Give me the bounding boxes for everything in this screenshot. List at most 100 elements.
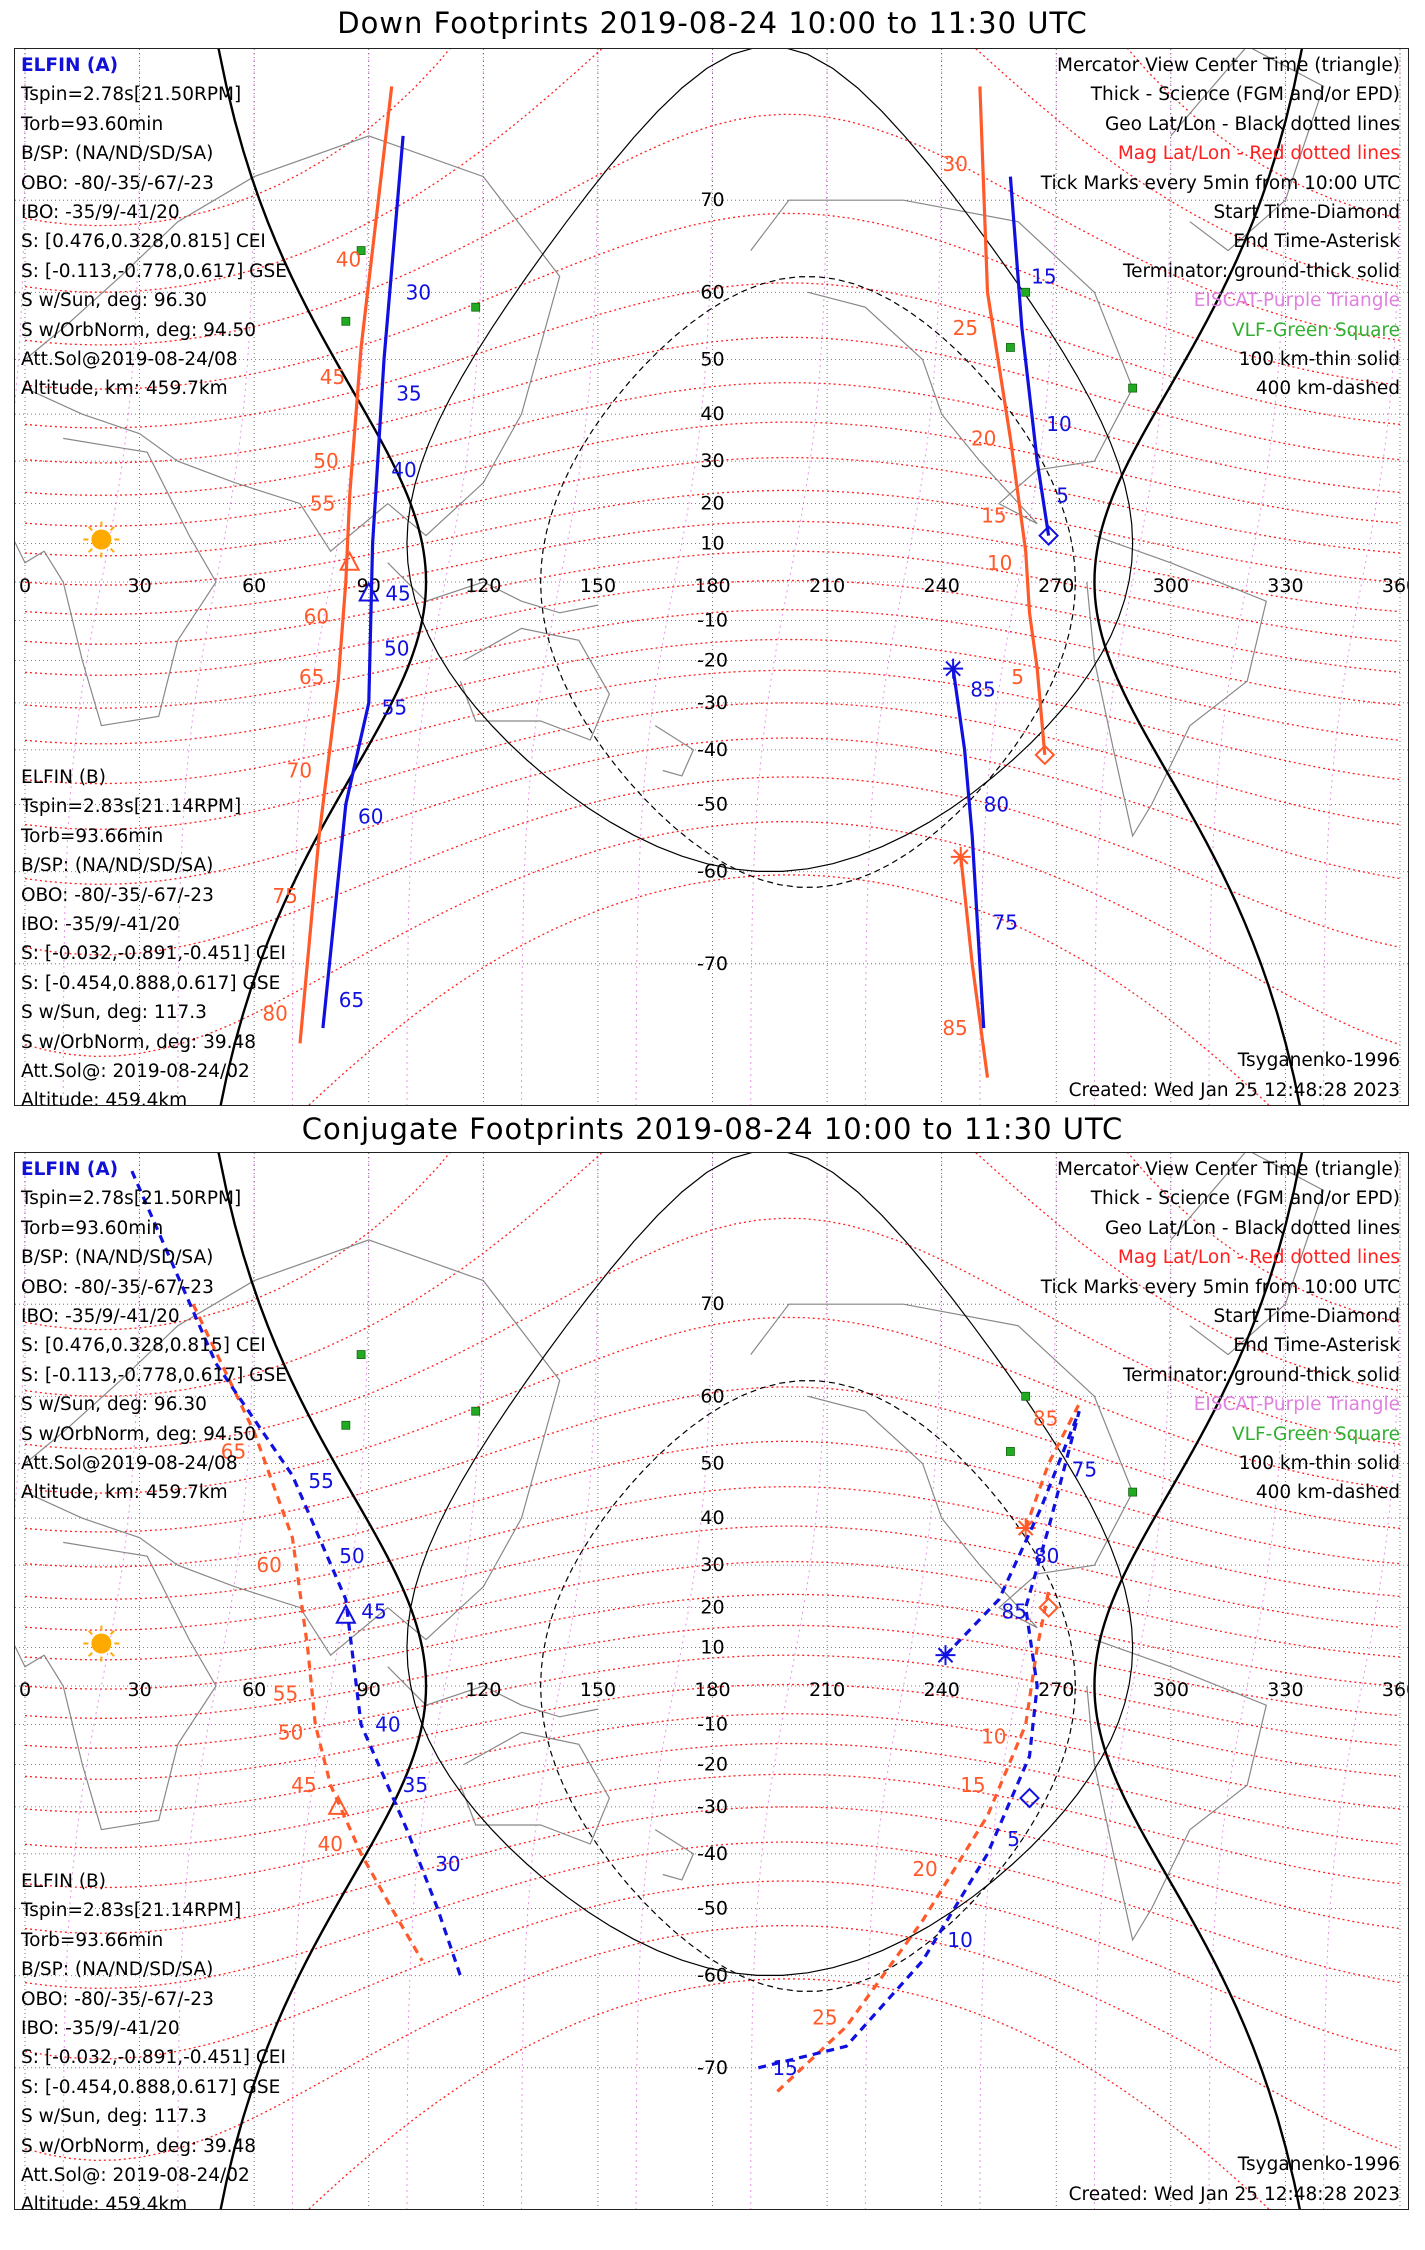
elfin-a-param: S w/Sun, deg: 96.30 — [21, 1394, 207, 1416]
created-label: Created: Wed Jan 25 12:48:28 2023 — [1068, 2184, 1400, 2205]
sun-ray — [87, 547, 93, 553]
elfin-a-param: Torb=93.60min — [21, 1217, 164, 1239]
sun-ray — [87, 1630, 93, 1636]
elfin-b-param: S w/OrbNorm, deg: 39.48 — [21, 2135, 257, 2157]
lat-label: -30 — [697, 1796, 728, 1818]
track-tick-label: 10 — [1046, 412, 1071, 436]
track-tick-label: 55 — [310, 492, 335, 516]
elfin-b-param: IBO: -35/9/-41/20 — [21, 2018, 180, 2040]
mag-lat-line — [24, 1624, 1401, 1719]
mag-lat-line — [24, 456, 1401, 557]
legend-entry: VLF-Green Square — [1232, 319, 1400, 341]
track-tick-label: 60 — [304, 605, 329, 629]
lat-label: -10 — [697, 1714, 728, 1736]
elfin-a-param: S: [-0.113,-0.778,0.617] GSE — [21, 260, 287, 282]
mag-lat-line — [24, 113, 1401, 346]
coastline — [15, 437, 217, 727]
lon-label: 300 — [1153, 1679, 1189, 1701]
mag-lat-line — [24, 820, 1401, 1058]
lon-label: 90 — [357, 575, 381, 597]
lon-label: 60 — [242, 1679, 266, 1701]
elfin-a-param: Altitude, km: 459.7km — [21, 1482, 228, 1504]
mag-lat-line — [24, 1386, 1401, 1533]
panel-title: Down Footprints 2019-08-24 10:00 to 11:3… — [337, 6, 1088, 40]
coastline — [387, 1666, 599, 1718]
lon-label: 210 — [809, 1679, 845, 1701]
elfin-b-param: S w/OrbNorm, deg: 39.48 — [21, 1031, 257, 1053]
coastline — [459, 627, 611, 741]
track-tick-label: 40 — [375, 1713, 400, 1737]
vlf-station-marker — [1006, 343, 1015, 352]
track-tick-label: 65 — [299, 665, 324, 689]
lat-label: 50 — [700, 349, 724, 371]
track-tick-label: 5 — [1011, 665, 1024, 689]
lon-label: 240 — [924, 575, 960, 597]
lon-label: 180 — [694, 575, 730, 597]
panel-title: Conjugate Footprints 2019-08-24 10:00 to… — [301, 1112, 1124, 1146]
track-tick-label: 15 — [981, 504, 1006, 528]
sun-ray — [87, 526, 93, 532]
elfin-a-label: ELFIN (A) — [21, 55, 119, 76]
lat-label: -40 — [697, 739, 728, 761]
sun-ray — [87, 1651, 93, 1657]
sun-icon — [91, 529, 112, 550]
elfin-a-track — [321, 135, 405, 1029]
elfin-b-param: S w/Sun, deg: 117.3 — [21, 2106, 207, 2128]
lat-label: 10 — [700, 532, 724, 554]
elfin-a-param: IBO: -35/9/-41/20 — [21, 202, 180, 224]
created-label: Created: Wed Jan 25 12:48:28 2023 — [1068, 1080, 1400, 1101]
elfin-a-param: Tspin=2.78s[21.50RPM] — [21, 1188, 242, 1210]
elfin-b-param: S: [-0.454,0.888,0.617] GSE — [21, 972, 281, 994]
coastline — [24, 135, 561, 553]
elfin-a-track — [944, 1410, 1081, 1657]
mag-lat-line — [24, 1713, 1401, 1813]
legend-entry: Geo Lat/Lon - Black dotted lines — [1104, 1217, 1400, 1239]
lat-label: 10 — [700, 1636, 724, 1658]
elfin-b-label: ELFIN (B) — [21, 1871, 106, 1892]
lon-label: 330 — [1267, 575, 1303, 597]
track-tick-label: 65 — [339, 988, 364, 1012]
legend-entry: EISCAT-Purple Triangle — [1193, 290, 1400, 312]
legend-entry: End Time-Asterisk — [1233, 231, 1400, 253]
legend-entry: VLF-Green Square — [1232, 1423, 1400, 1445]
track-tick-label: 60 — [256, 1553, 281, 1577]
legend-entry: Terminator: ground-thick solid — [1122, 1364, 1400, 1386]
elfin-a-param: S w/Sun, deg: 96.30 — [21, 290, 207, 312]
mag-lat-line — [24, 282, 1401, 429]
terminator-line — [1093, 49, 1304, 1105]
track-tick-label: 40 — [318, 1832, 343, 1856]
coastline — [654, 725, 695, 777]
elfin-a-track — [951, 668, 986, 1029]
lat-label: -50 — [697, 793, 728, 815]
footprint-400km — [540, 276, 1076, 888]
mag-lat-line — [308, 874, 1270, 1105]
elfin-b-track — [959, 856, 990, 1078]
legend-entry: 100 km-thin solid — [1238, 1453, 1400, 1475]
elfin-b-param: B/SP: (NA/ND/SD/SA) — [21, 855, 214, 877]
elfin-a-param: IBO: -35/9/-41/20 — [21, 1306, 180, 1328]
lat-label: 30 — [700, 450, 724, 472]
legend-entry: 100 km-thin solid — [1238, 349, 1400, 371]
sun-icon — [91, 1633, 112, 1654]
mag-lat-line — [24, 1153, 1401, 1397]
track-tick-label: 25 — [812, 2005, 837, 2029]
mag-lat-line — [24, 579, 1401, 676]
elfin-b-param: S: [-0.032,-0.891,-0.451] CEI — [21, 2047, 286, 2069]
legend-entry: Mercator View Center Time (triangle) — [1057, 55, 1400, 76]
track-tick-label: 55 — [382, 695, 407, 719]
legend-entry: Geo Lat/Lon - Black dotted lines — [1104, 113, 1400, 135]
coastline — [1170, 1153, 1325, 1356]
vlf-station-marker — [341, 316, 351, 326]
mag-lat-line — [24, 1560, 1401, 1661]
track-tick-label: 20 — [971, 426, 996, 450]
lon-label: 120 — [465, 1679, 501, 1701]
track-tick-label: 85 — [1033, 1406, 1058, 1430]
vlf-station-marker — [471, 302, 481, 312]
lat-label: -40 — [697, 1843, 728, 1865]
lon-label: 360 — [1382, 575, 1409, 597]
legend-entry: Start Time-Diamond — [1213, 1306, 1400, 1328]
track-tick-label: 80 — [984, 792, 1009, 816]
track-tick-label: 35 — [403, 1773, 428, 1797]
track-tick-label: 75 — [272, 884, 297, 908]
start-time-diamond — [1038, 1597, 1060, 1619]
